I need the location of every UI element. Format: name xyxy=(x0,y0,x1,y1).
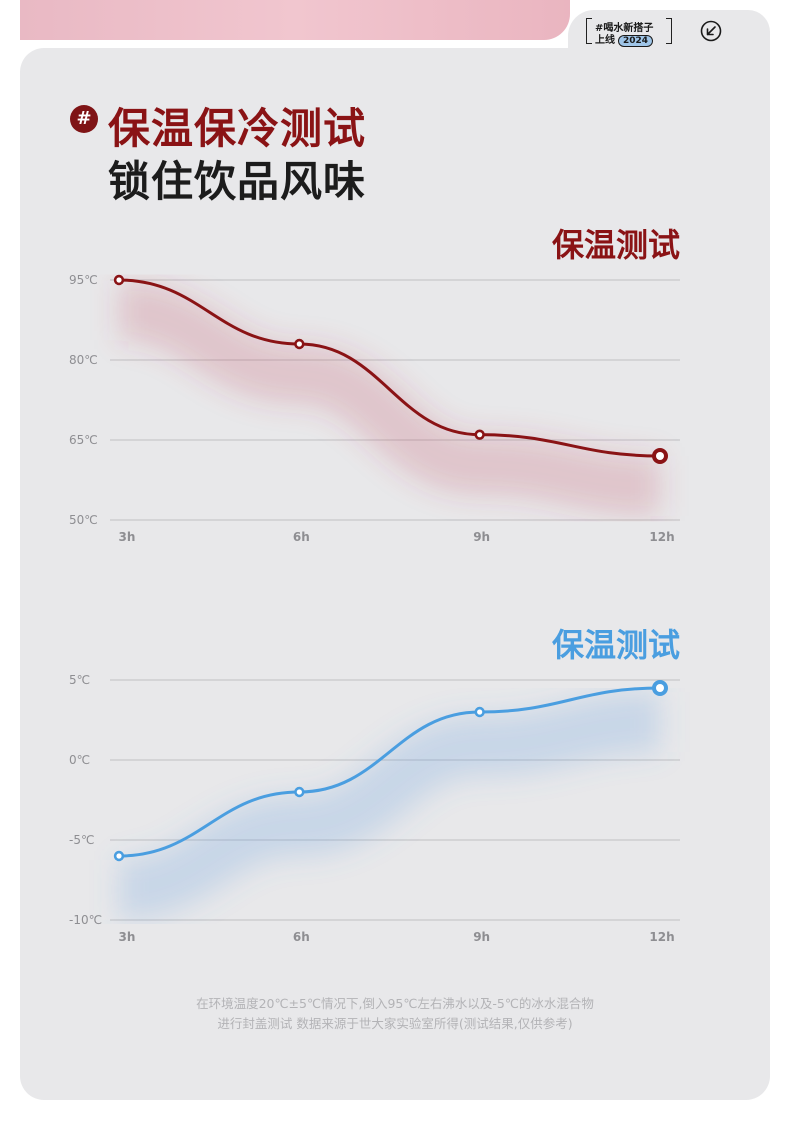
hot-y-tick-label: 95℃ xyxy=(69,273,98,287)
hot-data-point-center xyxy=(116,277,122,283)
brand-badge: #喝水新搭子 上线 2024 xyxy=(586,18,672,47)
cold-x-tick-label: 6h xyxy=(293,930,310,944)
hot-x-tick-label: 12h xyxy=(649,530,674,544)
badge-line1: #喝水新搭子 xyxy=(595,23,654,34)
page-title: 保温保冷测试 xyxy=(108,104,367,153)
footnote: 在环境温度20℃±5℃情况下,倒入95℃左右沸水以及-5℃的冰水混合物 进行封盖… xyxy=(0,994,790,1034)
top-banner-image xyxy=(20,0,570,40)
hot-x-tick-label: 6h xyxy=(293,530,310,544)
cold-y-tick-label: -10℃ xyxy=(69,913,102,927)
cold-data-point-center xyxy=(477,709,483,715)
hot-x-tick-label: 9h xyxy=(473,530,490,544)
cold-x-tick-label: 9h xyxy=(473,930,490,944)
cold-data-point-center xyxy=(296,789,302,795)
cold-glow xyxy=(117,692,661,920)
badge-line2: 上线 2024 xyxy=(595,31,654,47)
badge-line2-text: 上线 xyxy=(595,35,615,46)
cold-test-chart: 保温测试 5℃ 0℃ -5℃ -10℃ 3h 6h 9h 12h xyxy=(69,626,680,944)
hot-data-point-center xyxy=(656,452,664,460)
footnote-line1: 在环境温度20℃±5℃情况下,倒入95℃左右沸水以及-5℃的冰水混合物 xyxy=(196,996,594,1011)
arrow-down-left-icon[interactable] xyxy=(700,20,722,42)
page-subtitle: 锁住饮品风味 xyxy=(108,157,367,206)
hot-x-tick-label: 3h xyxy=(119,530,136,544)
cold-chart-title: 保温测试 xyxy=(552,626,680,664)
cold-data-point-center xyxy=(656,684,664,692)
hot-y-tick-label: 80℃ xyxy=(69,353,98,367)
hot-glow xyxy=(117,280,661,516)
hot-y-tick-label: 50℃ xyxy=(69,513,98,527)
cold-x-tick-label: 12h xyxy=(649,930,674,944)
hot-data-point-center xyxy=(477,432,483,438)
cold-data-point-center xyxy=(116,853,122,859)
footnote-line2: 进行封盖测试 数据来源于世大家实验室所得(测试结果,仅供参考) xyxy=(217,1016,573,1031)
cold-series-line xyxy=(117,686,662,858)
hot-data-point-center xyxy=(296,341,302,347)
hot-series-line xyxy=(117,278,662,458)
bracket-left xyxy=(586,18,592,44)
hot-test-chart: 保温测试 95℃ 80℃ 65℃ 50℃ 3h 6h 9h 12h xyxy=(69,226,680,544)
hot-y-tick-label: 65℃ xyxy=(69,433,98,447)
bracket-right xyxy=(666,18,672,44)
cold-y-tick-label: 0℃ xyxy=(69,753,90,767)
hashtag-icon: # xyxy=(70,105,98,133)
hot-chart-title: 保温测试 xyxy=(552,226,680,264)
badge-year: 2024 xyxy=(618,35,654,47)
cold-y-tick-label: -5℃ xyxy=(69,833,94,847)
content-card xyxy=(20,48,770,1100)
cold-x-tick-label: 3h xyxy=(119,930,136,944)
cold-y-tick-label: 5℃ xyxy=(69,673,90,687)
